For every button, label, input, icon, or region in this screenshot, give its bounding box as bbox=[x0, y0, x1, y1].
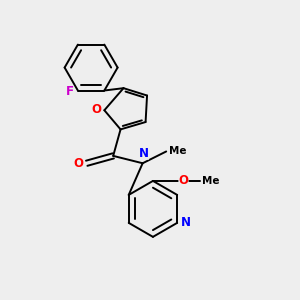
Text: Me: Me bbox=[202, 176, 219, 186]
Text: O: O bbox=[73, 157, 83, 170]
Text: O: O bbox=[92, 103, 101, 116]
Text: N: N bbox=[181, 216, 191, 230]
Text: Me: Me bbox=[169, 146, 186, 156]
Text: N: N bbox=[139, 147, 149, 160]
Text: F: F bbox=[65, 85, 74, 98]
Text: O: O bbox=[178, 174, 189, 188]
